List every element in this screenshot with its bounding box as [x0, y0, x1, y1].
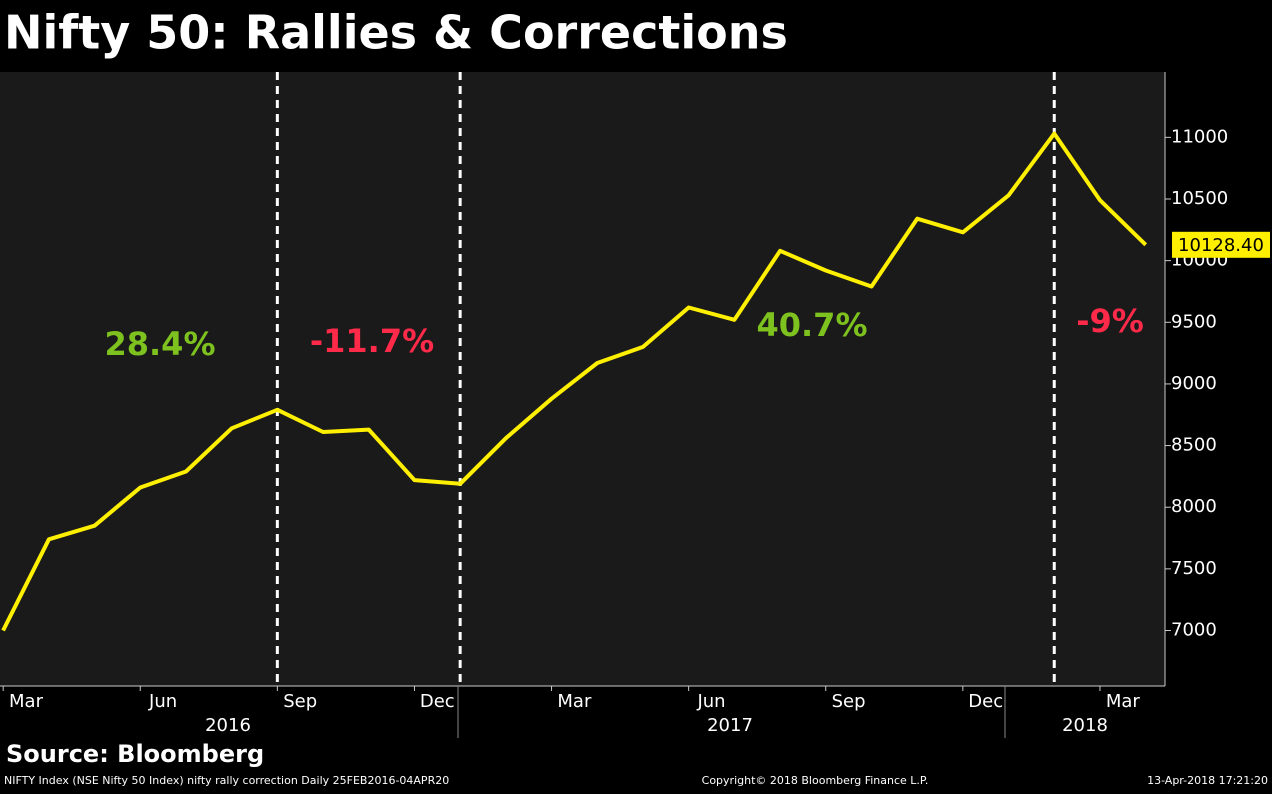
x-tick-label: Mar — [1106, 691, 1141, 712]
plot-area — [0, 72, 1165, 686]
last-value-label: 10128.40 — [1178, 235, 1264, 256]
annotation: 40.7% — [756, 306, 867, 344]
y-tick-label: 9500 — [1171, 311, 1217, 332]
year-label: 2017 — [707, 715, 753, 736]
y-tick-label: 7500 — [1171, 558, 1217, 579]
footer-left: NIFTY Index (NSE Nifty 50 Index) nifty r… — [4, 774, 449, 787]
x-tick-label: Sep — [832, 691, 866, 712]
x-tick-label: Mar — [9, 691, 44, 712]
x-tick-label: Dec — [968, 691, 1003, 712]
x-tick-label: Dec — [420, 691, 455, 712]
y-tick-label: 10500 — [1171, 188, 1228, 209]
year-label: 2016 — [205, 715, 251, 736]
footer-right: 13-Apr-2018 17:21:20 — [1147, 774, 1268, 787]
annotation: -11.7% — [310, 322, 434, 360]
y-tick-label: 8500 — [1171, 435, 1217, 456]
footer-center: Copyright© 2018 Bloomberg Finance L.P. — [702, 774, 929, 787]
y-tick-label: 11000 — [1171, 126, 1228, 147]
x-tick-label: Sep — [283, 691, 317, 712]
y-tick-label: 7000 — [1171, 620, 1217, 641]
last-value-tag — [1172, 231, 1270, 258]
source: Source: Bloomberg — [6, 740, 264, 768]
year-label: 2018 — [1062, 715, 1108, 736]
y-tick-label: 8000 — [1171, 496, 1217, 517]
y-tick-label: 9000 — [1171, 373, 1217, 394]
annotation: 28.4% — [104, 325, 215, 363]
series-line — [1, 131, 1148, 632]
chart-title: Nifty 50: Rallies & Corrections — [4, 6, 788, 60]
annotation: -9% — [1076, 302, 1144, 340]
x-tick-label: Mar — [557, 691, 592, 712]
x-tick-label: Jun — [148, 691, 177, 712]
x-tick-label: Jun — [696, 691, 725, 712]
